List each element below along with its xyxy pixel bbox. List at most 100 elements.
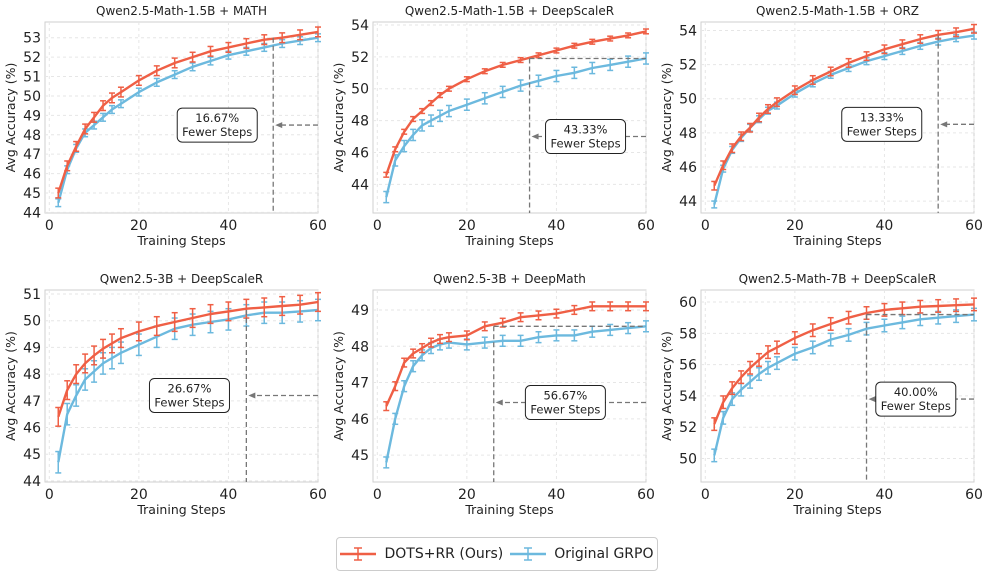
error-bar — [711, 448, 718, 463]
x-axis-label: Training Steps — [136, 233, 225, 248]
error-bar — [764, 345, 771, 360]
error-bar — [463, 330, 470, 341]
error-bar — [117, 86, 124, 98]
annotation-caption: Fewer Steps — [881, 399, 951, 413]
annotation-caption: Fewer Steps — [550, 137, 620, 151]
error-bar — [773, 356, 780, 371]
y-tick-label: 45 — [23, 186, 41, 202]
error-bar — [82, 123, 89, 135]
annotation-caption: Fewer Steps — [530, 403, 600, 417]
subplot-6: 0 20 40 60 50 52 54 56 58 60 Qwen2.5-Math-7B + Dee… — [659, 272, 983, 517]
error-bar — [535, 330, 542, 344]
subplot-1: 0 20 40 60 44 45 46 47 48 49 50 51 52 53 Qwen2.5-Math-… — [3, 4, 327, 248]
x-axis-label: Training Steps — [792, 502, 881, 517]
error-bar — [571, 66, 578, 80]
error-bar — [171, 69, 178, 80]
error-bar — [571, 304, 578, 316]
error-bar — [625, 321, 632, 335]
error-bar — [108, 104, 115, 115]
legend: DOTS+RR (Ours) Original GRPO — [336, 537, 658, 571]
y-axis-label: Avg Accuracy (%) — [3, 63, 18, 173]
error-bar — [261, 297, 268, 318]
y-axis-label: Avg Accuracy (%) — [659, 63, 674, 173]
error-bar — [463, 76, 470, 83]
annotation-percent: 26.67% — [168, 381, 212, 395]
error-bar — [720, 395, 727, 410]
error-bar — [553, 69, 560, 83]
error-bar — [720, 160, 727, 171]
y-tick-label: 52 — [23, 50, 41, 66]
x-tick-label: 60 — [637, 487, 655, 503]
error-bar — [428, 99, 435, 107]
y-tick-label: 44 — [351, 177, 369, 193]
error-bar — [764, 103, 771, 114]
error-bar — [899, 39, 906, 50]
error-bar — [279, 32, 286, 44]
error-bar — [881, 44, 888, 55]
y-tick-label: 46 — [23, 167, 41, 183]
error-bar — [481, 91, 488, 105]
legend-blue-marker — [510, 547, 547, 561]
y-tick-label: 51 — [23, 70, 41, 86]
annotation-caption: Fewer Steps — [847, 124, 917, 138]
x-tick-label: 20 — [130, 487, 148, 503]
x-axis-label: Training Steps — [136, 502, 225, 517]
error-bar — [756, 352, 763, 367]
y-axis-label: Avg Accuracy (%) — [3, 331, 18, 441]
plot-frame — [372, 21, 647, 214]
error-bar — [711, 200, 718, 209]
arrow-head-icon — [275, 122, 283, 129]
error-bar — [499, 334, 506, 348]
x-tick-label: 40 — [876, 487, 894, 503]
error-bar — [392, 412, 399, 426]
error-bar — [297, 294, 304, 315]
error-bar — [463, 98, 470, 112]
error-bar — [791, 85, 798, 96]
error-bar — [189, 307, 196, 329]
error-bar — [953, 298, 960, 313]
error-bar — [625, 301, 632, 312]
y-tick-label: 49 — [23, 108, 41, 124]
arrow-head-icon — [940, 121, 948, 128]
error-bar — [773, 97, 780, 108]
subplot-title: Qwen2.5-3B + DeepScaleR — [100, 272, 263, 286]
error-bar — [589, 61, 596, 75]
y-tick-label: 48 — [23, 367, 41, 383]
x-tick-label: 20 — [786, 218, 804, 234]
error-bar — [189, 62, 196, 72]
error-bar — [100, 338, 107, 359]
x-tick-label: 20 — [130, 218, 148, 234]
error-bar — [971, 297, 977, 312]
error-bar — [108, 92, 115, 104]
error-bar — [517, 334, 524, 348]
error-bar — [773, 340, 780, 355]
x-tick-label: 60 — [965, 487, 983, 503]
arrow-head-icon — [868, 396, 876, 403]
x-tick-label: 40 — [548, 487, 566, 503]
error-bar — [845, 327, 852, 342]
error-bar — [392, 146, 399, 153]
y-tick-label: 51 — [23, 287, 41, 303]
error-bar — [392, 381, 399, 392]
error-bar — [428, 337, 435, 348]
error-bar — [827, 316, 834, 331]
y-tick-label: 44 — [23, 474, 41, 490]
error-bar — [747, 374, 754, 389]
y-tick-label: 47 — [351, 376, 369, 392]
x-tick-label: 0 — [701, 487, 710, 503]
error-bar — [571, 42, 578, 49]
error-bar — [261, 34, 268, 46]
error-bar — [383, 190, 390, 204]
error-bar — [827, 332, 834, 347]
error-bar — [791, 331, 798, 346]
error-bar — [207, 45, 214, 57]
error-bar — [827, 66, 834, 77]
error-bar — [720, 410, 727, 425]
error-bar — [428, 114, 435, 127]
error-bar — [917, 34, 924, 45]
error-bar — [189, 51, 196, 63]
y-tick-label: 46 — [351, 412, 369, 428]
error-bar — [756, 367, 763, 382]
error-bar — [935, 298, 942, 313]
error-bar — [747, 122, 754, 133]
